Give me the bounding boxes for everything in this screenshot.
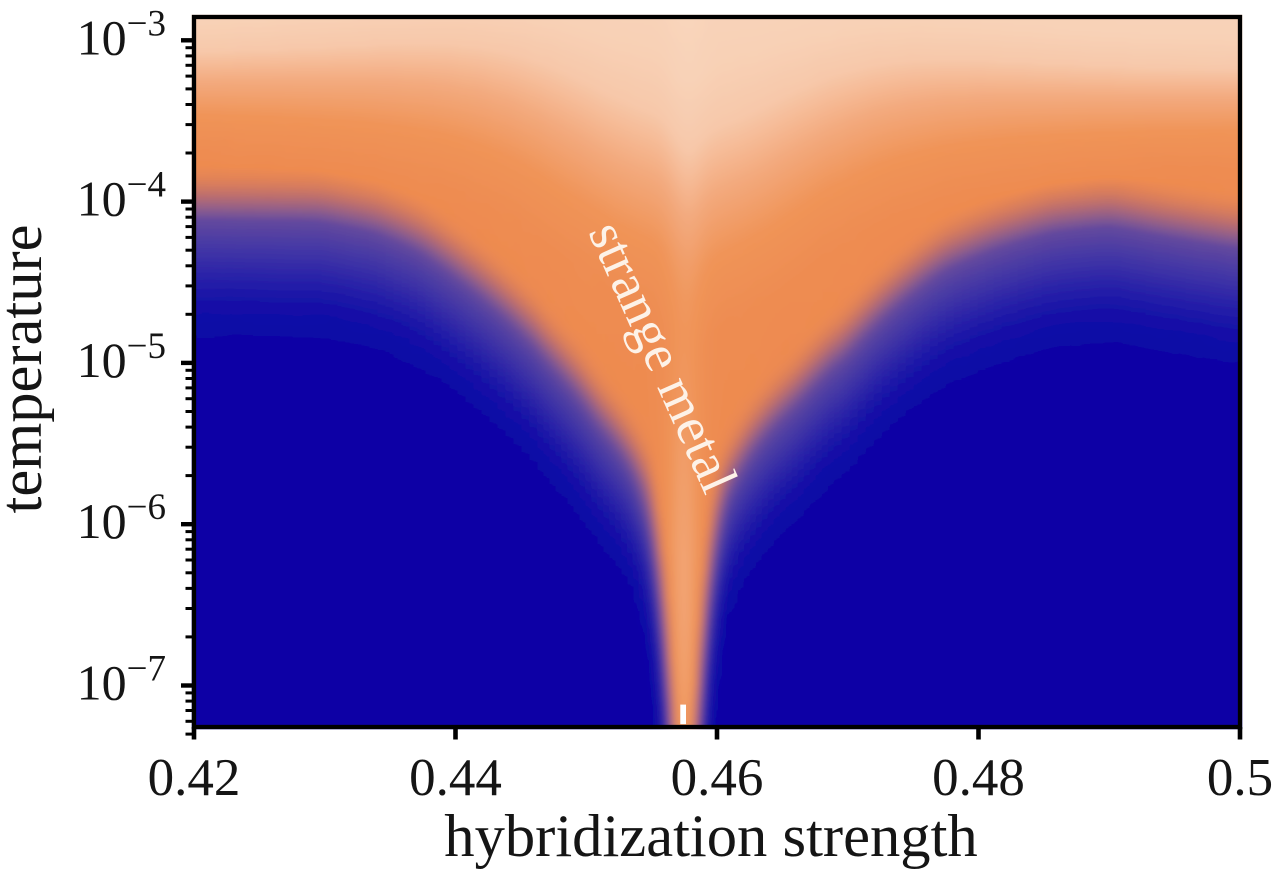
svg-text:10−7: 10−7 [77, 649, 166, 711]
svg-text:10−5: 10−5 [77, 326, 166, 388]
svg-text:hybridization strength: hybridization strength [444, 803, 977, 870]
svg-text:temperature: temperature [0, 225, 55, 514]
svg-text:0.44: 0.44 [409, 749, 502, 807]
svg-text:10−6: 10−6 [77, 487, 166, 549]
svg-text:0.46: 0.46 [671, 749, 764, 807]
svg-text:0.48: 0.48 [932, 749, 1025, 807]
svg-text:0.42: 0.42 [148, 749, 241, 807]
svg-text:10−4: 10−4 [77, 165, 166, 227]
svg-text:0.5: 0.5 [1207, 749, 1273, 807]
svg-text:10−3: 10−3 [77, 3, 166, 65]
